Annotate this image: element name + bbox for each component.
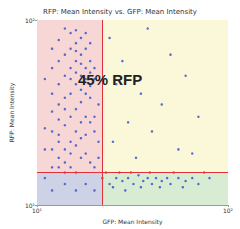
svg-text:10²: 10² — [25, 17, 36, 24]
svg-text:10²: 10² — [223, 207, 234, 214]
svg-text:RFP: Mean Intensity vs. GFP: M: RFP: Mean Intensity vs. GFP: Mean Intens… — [43, 8, 197, 16]
svg-text:GFP: Mean Intensity: GFP: Mean Intensity — [102, 218, 162, 226]
svg-text:10¹: 10¹ — [24, 201, 35, 209]
svg-text:45% RFP: 45% RFP — [78, 71, 142, 88]
svg-text:10¹: 10¹ — [32, 207, 43, 214]
svg-text:RFP: Mean Intensity: RFP: Mean Intensity — [8, 82, 16, 142]
